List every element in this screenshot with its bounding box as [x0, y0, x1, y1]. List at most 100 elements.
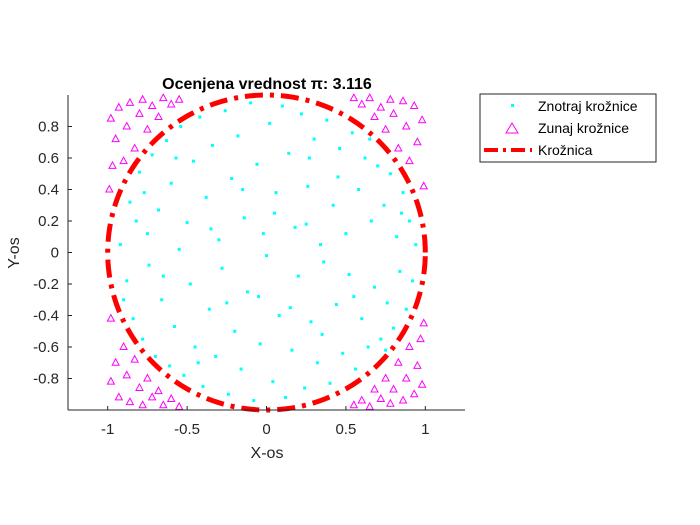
- inside-point: [407, 219, 411, 223]
- x-tick-label: 0: [262, 421, 270, 438]
- inside-point: [179, 125, 183, 128]
- inside-point: [280, 104, 284, 108]
- inside-point: [414, 243, 418, 247]
- inside-point: [245, 290, 249, 294]
- inside-point: [309, 320, 313, 324]
- y-axis-label: Y-os: [6, 237, 23, 268]
- legend-item-circle: Krožnica: [484, 142, 593, 158]
- inside-point: [125, 279, 129, 283]
- inside-point: [207, 307, 211, 311]
- legend-label-circle: Krožnica: [538, 142, 593, 158]
- outside-point: [405, 156, 414, 165]
- inside-point: [160, 298, 164, 302]
- outside-point: [111, 134, 120, 143]
- inside-point: [288, 306, 292, 310]
- outside-point: [409, 389, 419, 398]
- inside-point: [360, 317, 364, 321]
- outside-point: [419, 181, 429, 190]
- inside-point: [303, 386, 307, 390]
- inside-point: [398, 269, 402, 273]
- inside-point: [239, 367, 243, 371]
- x-tick-label: 0.5: [335, 421, 356, 438]
- inside-point: [392, 326, 396, 330]
- outside-point: [417, 115, 427, 124]
- inside-point: [182, 373, 186, 377]
- inside-point: [169, 181, 173, 185]
- outside-point: [401, 121, 411, 130]
- inside-point: [223, 109, 227, 113]
- inside-point: [293, 225, 297, 229]
- inside-point: [198, 115, 202, 119]
- outside-point: [365, 401, 375, 410]
- inside-point: [328, 381, 332, 385]
- outside-point: [158, 93, 168, 102]
- inside-point: [299, 112, 303, 116]
- outside-point: [419, 318, 429, 327]
- outside-point: [106, 313, 116, 322]
- inside-point: [204, 195, 208, 199]
- inside-point: [185, 221, 189, 225]
- inside-point: [147, 263, 151, 267]
- inside-point: [131, 317, 135, 321]
- inside-point: [366, 345, 370, 349]
- inside-point: [411, 279, 415, 283]
- inside-point: [357, 188, 361, 191]
- outside-point: [401, 373, 411, 382]
- inside-point: [284, 395, 288, 399]
- outside-point: [370, 384, 379, 393]
- inside-point: [142, 191, 146, 195]
- inside-point: [137, 170, 141, 174]
- inside-point: [225, 301, 229, 305]
- inside-point: [211, 143, 215, 147]
- inside-point: [217, 238, 221, 242]
- inside-point: [271, 380, 275, 384]
- outside-point: [125, 397, 135, 406]
- outside-point: [154, 111, 163, 121]
- outside-point: [154, 386, 163, 395]
- inside-point: [188, 282, 192, 286]
- inside-point: [145, 232, 149, 236]
- outside-point: [357, 99, 367, 108]
- outside-point: [166, 99, 176, 108]
- outside-point: [111, 357, 120, 366]
- inside-point: [265, 254, 268, 258]
- inside-point: [320, 332, 324, 336]
- inside-point: [353, 367, 357, 371]
- inside-point: [376, 164, 380, 168]
- outside-point: [349, 400, 359, 409]
- inside-point: [395, 235, 399, 239]
- inside-point: [164, 139, 168, 143]
- outside-point: [125, 97, 135, 106]
- outside-point: [416, 334, 425, 343]
- inside-point: [241, 188, 245, 191]
- outside-point: [135, 108, 144, 117]
- inside-point: [118, 243, 122, 247]
- y-tick-label: 0.8: [38, 119, 59, 136]
- outside-point: [398, 395, 408, 404]
- outside-point: [106, 113, 116, 122]
- inside-point: [134, 219, 138, 223]
- inside-point: [338, 147, 342, 151]
- inside-point: [177, 247, 181, 251]
- inside-point: [255, 162, 259, 166]
- inside-point: [336, 175, 340, 179]
- inside-point: [322, 260, 326, 264]
- inside-point: [272, 211, 276, 215]
- outside-point: [389, 108, 398, 117]
- outside-point: [417, 379, 427, 388]
- y-axis-ticks: -0.8 -0.6 -0.4 -0.2 0 0.2 0.4 0.6 0.8: [33, 119, 72, 388]
- inside-point: [347, 273, 351, 277]
- inside-point: [312, 137, 316, 141]
- inside-point: [233, 329, 237, 333]
- inside-point: [226, 392, 230, 396]
- outside-point: [138, 94, 147, 103]
- inside-point: [168, 364, 172, 368]
- inside-point: [404, 307, 408, 311]
- inside-point: [257, 295, 261, 299]
- outside-point: [130, 354, 140, 363]
- outside-point: [119, 156, 128, 165]
- inside-point: [331, 203, 335, 207]
- outside-point: [393, 143, 403, 152]
- outside-point: [108, 160, 117, 169]
- inside-point: [220, 266, 224, 270]
